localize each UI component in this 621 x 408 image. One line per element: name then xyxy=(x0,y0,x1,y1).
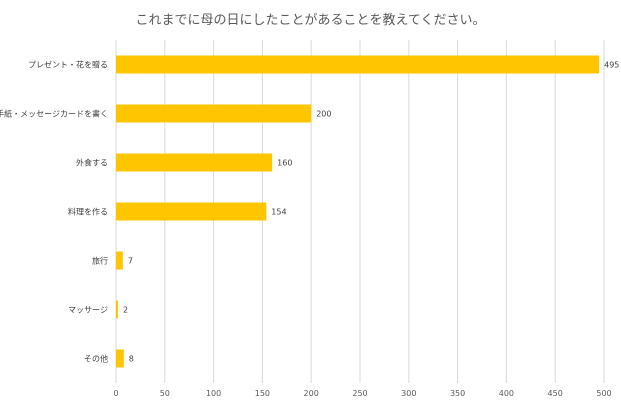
data-label: 7 xyxy=(128,257,133,266)
data-label: 160 xyxy=(277,159,292,168)
x-tick-label: 0 xyxy=(113,389,118,398)
category-label: プレゼント・花を贈る xyxy=(28,60,108,70)
x-tick-label: 500 xyxy=(596,389,611,398)
category-label: 外食する xyxy=(76,158,108,168)
category-label: 手紙・メッセージカードを書く xyxy=(0,109,108,119)
bar xyxy=(116,55,600,74)
x-tick-label: 150 xyxy=(255,389,270,398)
category-label: マッサージ xyxy=(68,306,108,315)
labels: 0 50 100 150 200 250 300 350 400 450 500 プレゼント・花を贈る… xyxy=(0,60,619,399)
bar xyxy=(116,202,267,221)
x-tick-label: 400 xyxy=(499,389,514,398)
bar xyxy=(116,300,118,319)
data-label: 495 xyxy=(604,61,619,70)
x-tick-label: 100 xyxy=(206,389,221,398)
data-label: 2 xyxy=(123,306,128,315)
category-label: 旅行 xyxy=(92,256,108,266)
data-label: 200 xyxy=(316,110,331,119)
x-tick-label: 200 xyxy=(304,389,319,398)
x-tick-label: 50 xyxy=(160,389,170,398)
category-label: その他 xyxy=(84,354,108,364)
data-label: 8 xyxy=(129,355,134,364)
bars xyxy=(116,55,600,368)
x-tick-label: 300 xyxy=(401,389,416,398)
x-tick-label: 450 xyxy=(548,389,563,398)
bar xyxy=(116,153,273,172)
chart-title: これまでに母の日にしたことがあることを教えてください。 xyxy=(135,13,486,28)
x-tick-label: 350 xyxy=(450,389,465,398)
category-label: 料理を作る xyxy=(68,207,108,217)
data-label: 154 xyxy=(271,208,286,217)
x-tick-label: 250 xyxy=(352,389,367,398)
bar xyxy=(116,104,312,123)
bar xyxy=(116,349,124,368)
bar xyxy=(116,251,123,270)
